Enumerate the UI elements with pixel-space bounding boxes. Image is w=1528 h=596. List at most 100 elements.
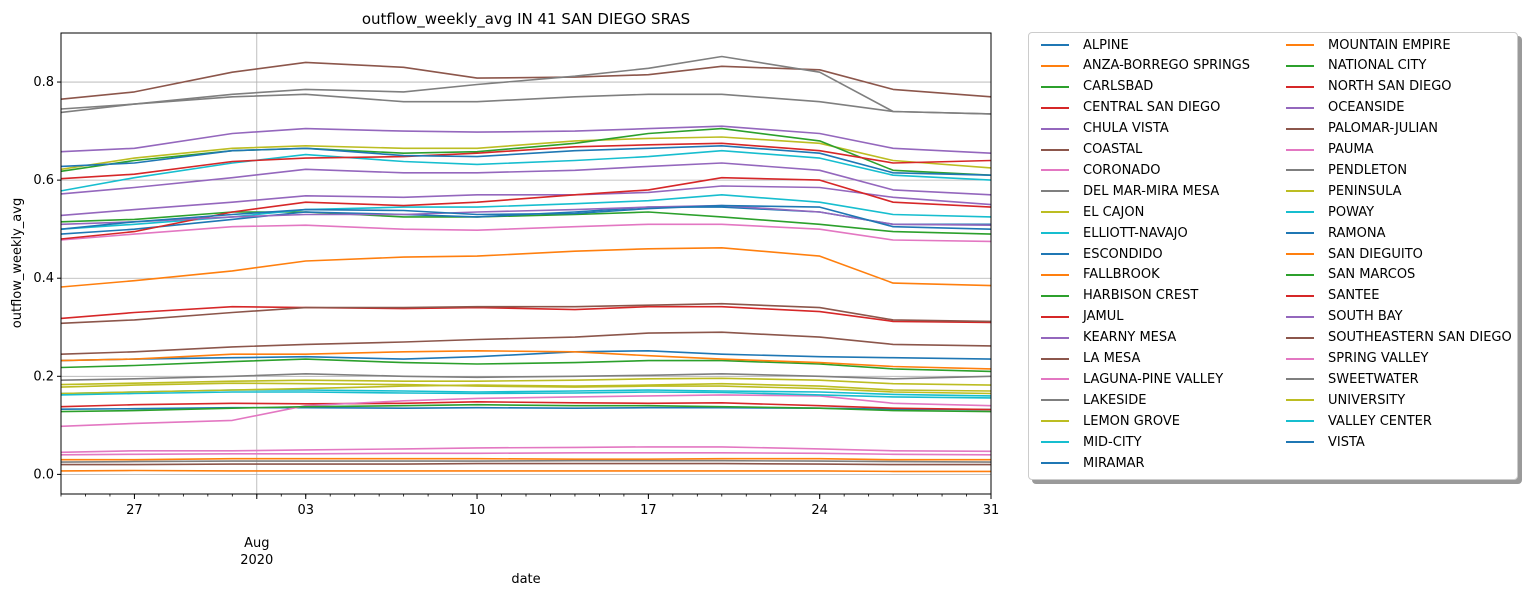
series-line-escondido xyxy=(60,349,992,362)
legend-label: EL CAJON xyxy=(1083,204,1145,220)
legend-entry: LAGUNA-PINE VALLEY xyxy=(1041,369,1223,389)
x-tick-label: 27 xyxy=(126,503,143,518)
series-line-anza-borrego-springs xyxy=(60,469,991,473)
legend-label: ANZA-BORREGO SPRINGS xyxy=(1083,58,1251,74)
legend-entry: LAKESIDE xyxy=(1041,390,1146,410)
x-axis-label: date xyxy=(511,572,540,587)
legend-label: RAMONA xyxy=(1328,225,1386,241)
y-tick-label: 0.4 xyxy=(33,271,54,286)
legend-entry: SOUTHEASTERN SAN DIEGO xyxy=(1286,328,1512,348)
series-line-lakeside xyxy=(60,372,992,381)
legend-label: LAGUNA-PINE VALLEY xyxy=(1083,371,1224,387)
legend-entry: CORONADO xyxy=(1041,160,1160,180)
series-line-central-san-diego xyxy=(60,400,992,411)
legend-label: PAUMA xyxy=(1328,142,1374,157)
legend-label: JAMUL xyxy=(1083,309,1124,325)
series-line-fallbrook xyxy=(60,247,992,288)
legend-label: UNIVERSITY xyxy=(1328,392,1406,408)
series-line-pendleton xyxy=(60,55,992,115)
series-line-san-dieguito xyxy=(60,349,992,370)
x-tick-label: 17 xyxy=(640,503,657,518)
legend-swatch xyxy=(1041,378,1069,381)
legend-entry: EL CAJON xyxy=(1041,202,1144,222)
series-line-poway xyxy=(60,194,992,230)
legend-swatch xyxy=(1286,232,1314,235)
legend-swatch xyxy=(1286,190,1314,193)
x-tick-label: 24 xyxy=(811,503,828,518)
series-line-spring-valley xyxy=(60,451,992,456)
legend-entry: PALOMAR-JULIAN xyxy=(1286,119,1438,139)
series-line-mountain-empire xyxy=(61,457,991,461)
legend-entry: HARBISON CREST xyxy=(1041,286,1198,306)
series-line-southeastern-san-diego xyxy=(61,462,991,466)
legend-entry: POWAY xyxy=(1286,202,1374,222)
legend-entry: VALLEY CENTER xyxy=(1286,411,1432,431)
series-line-del-mar-mira-mesa xyxy=(60,93,992,115)
legend-label: SAN DIEGUITO xyxy=(1328,246,1423,262)
legend-entry: ALPINE xyxy=(1041,35,1129,55)
legend-entry: COASTAL xyxy=(1041,140,1142,160)
legend-entry: SANTEE xyxy=(1286,286,1379,306)
legend-entry: PENDLETON xyxy=(1286,160,1407,180)
legend-swatch xyxy=(1041,169,1069,172)
series-line-san-marcos xyxy=(60,403,992,413)
legend-label: LAKESIDE xyxy=(1083,392,1147,408)
legend-swatch xyxy=(1041,64,1069,67)
legend-swatch xyxy=(1286,44,1314,46)
legend-label: ELLIOTT-NAVAJO xyxy=(1083,225,1188,241)
series-line-south-bay xyxy=(60,204,992,226)
legend-entry: CHULA VISTA xyxy=(1041,119,1169,139)
series-line-oceanside xyxy=(60,162,992,196)
legend-label: HARBISON CREST xyxy=(1083,288,1199,304)
legend-entry: SWEETWATER xyxy=(1286,369,1419,389)
series-line-mid-city xyxy=(60,149,992,192)
series-line-carlsbad xyxy=(60,211,992,235)
legend-swatch xyxy=(1286,273,1314,276)
legend-entry: KEARNY MESA xyxy=(1041,328,1176,348)
legend-entry: UNIVERSITY xyxy=(1286,390,1405,410)
grid-lines xyxy=(61,33,991,494)
legend-swatch xyxy=(1286,357,1314,360)
y-axis-label: outflow_weekly_avg xyxy=(10,198,25,328)
legend-label: NATIONAL CITY xyxy=(1328,58,1427,74)
legend-label: MIRAMAR xyxy=(1083,455,1145,471)
series-line-north-san-diego xyxy=(60,142,992,180)
legend-swatch xyxy=(1041,211,1069,214)
legend-swatch xyxy=(1286,85,1314,88)
legend-label: SAN MARCOS xyxy=(1328,267,1416,283)
legend-label: CORONADO xyxy=(1083,162,1161,178)
legend-label: POWAY xyxy=(1328,204,1375,220)
legend-label: SANTEE xyxy=(1328,288,1380,304)
legend-swatch xyxy=(1041,44,1069,46)
legend-entry: CARLSBAD xyxy=(1041,77,1153,97)
series-line-peninsula xyxy=(60,377,992,386)
legend-swatch xyxy=(1041,357,1069,360)
series-line-sweetwater xyxy=(60,459,992,463)
legend-label: CHULA VISTA xyxy=(1083,121,1169,137)
legend-label: DEL MAR-MIRA MESA xyxy=(1083,183,1220,199)
series-line-coronado xyxy=(60,446,992,454)
plot-area-frame xyxy=(60,32,992,495)
legend-label: MID-CITY xyxy=(1083,434,1142,450)
legend-swatch xyxy=(1041,399,1069,402)
series-line-la-mesa xyxy=(60,61,992,100)
legend-swatch xyxy=(1286,378,1314,381)
legend-entry: SPRING VALLEY xyxy=(1286,349,1428,369)
x-tick-label: 03 xyxy=(297,503,314,518)
x-tick-label: Aug xyxy=(244,536,269,551)
legend-entry: ESCONDIDO xyxy=(1041,244,1163,264)
legend-entry: DEL MAR-MIRA MESA xyxy=(1041,181,1219,201)
legend-swatch xyxy=(1286,253,1314,255)
legend-label: SPRING VALLEY xyxy=(1328,351,1429,366)
legend-swatch xyxy=(1041,190,1069,193)
legend-label: ESCONDIDO xyxy=(1083,246,1163,262)
y-axis: 0.0 0.2 0.4 0.6 0.8 xyxy=(33,75,61,482)
chart-legend: ALPINE ANZA-BORREGO SPRINGS CARLSBAD CENTRA… xyxy=(1028,32,1518,480)
legend-entry: SAN MARCOS xyxy=(1286,265,1415,285)
series-line-vista xyxy=(60,204,992,230)
legend-swatch xyxy=(1286,169,1314,172)
legend-label: VISTA xyxy=(1328,434,1365,450)
legend-entry: PAUMA xyxy=(1286,140,1374,160)
legend-swatch xyxy=(1041,294,1069,297)
